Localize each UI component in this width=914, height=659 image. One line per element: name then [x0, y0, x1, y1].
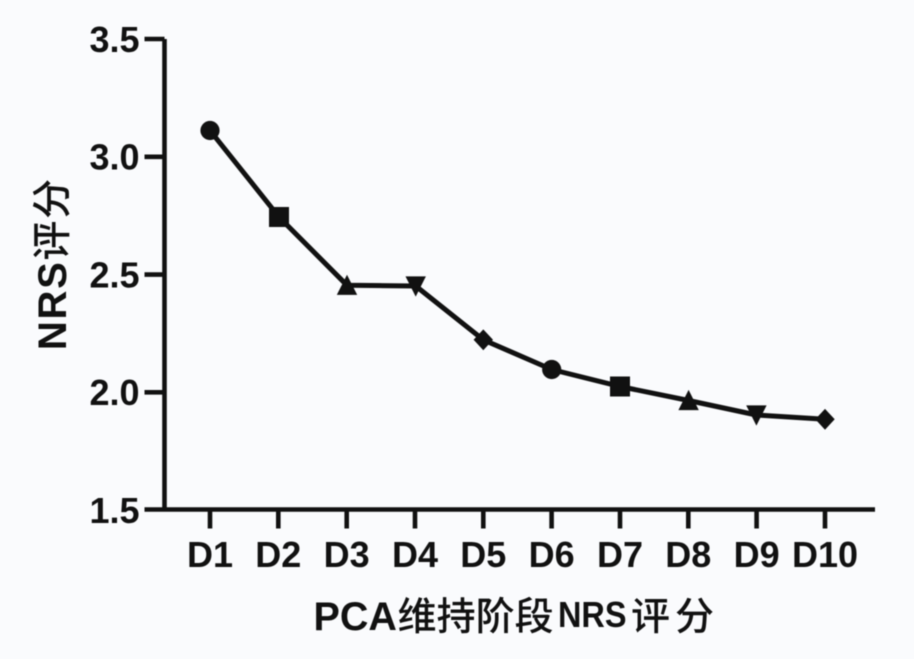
svg-text:D1: D1 [187, 534, 233, 575]
svg-text:D4: D4 [392, 534, 438, 575]
svg-text:D5: D5 [460, 534, 506, 575]
svg-text:D3: D3 [324, 534, 370, 575]
svg-text:3.5: 3.5 [89, 19, 139, 60]
svg-text:NRS: NRS [558, 594, 627, 635]
svg-text:NRS: NRS [31, 261, 75, 351]
svg-text:D2: D2 [255, 534, 301, 575]
svg-text:D8: D8 [665, 534, 711, 575]
svg-text:D7: D7 [597, 534, 643, 575]
svg-text:D10: D10 [792, 534, 858, 575]
svg-text:2.0: 2.0 [89, 372, 139, 413]
svg-text:D9: D9 [734, 534, 780, 575]
svg-text:1.5: 1.5 [89, 490, 139, 531]
svg-text:3.0: 3.0 [89, 137, 139, 178]
svg-text:2.5: 2.5 [89, 255, 139, 296]
svg-text:PCA: PCA [314, 595, 397, 639]
svg-text:D6: D6 [529, 534, 575, 575]
